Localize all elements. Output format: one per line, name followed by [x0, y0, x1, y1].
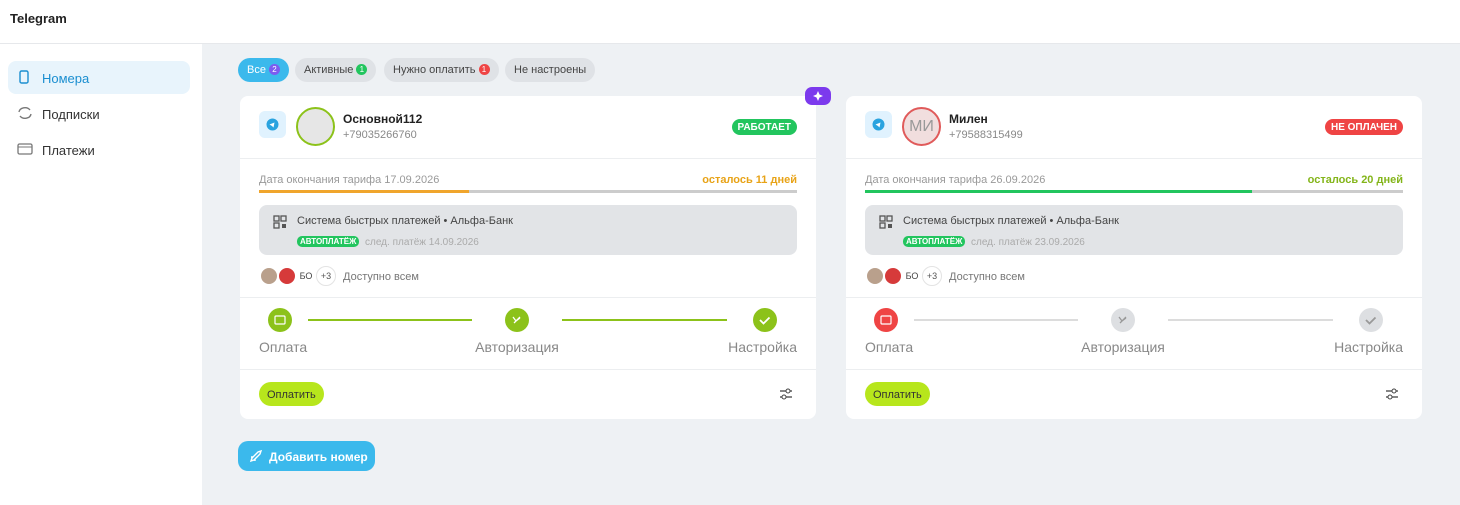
nav-item[interactable]: Подписки — [8, 97, 190, 130]
tariff-date: Дата окончания тарифа 17.09.2026 — [259, 174, 440, 186]
app-title: Telegram — [10, 11, 67, 26]
number-card: Основной112 +79035266760 РАБОТАЕТ Дата о… — [240, 96, 816, 419]
filter-count: 2 — [268, 64, 280, 75]
progress-bar — [259, 190, 797, 193]
filter-label: Нужно оплатить — [393, 64, 476, 76]
payment-box: Система быстрых платежей • Альфа-Банк АВ… — [865, 205, 1403, 255]
divider — [846, 158, 1422, 159]
progress-fill — [865, 190, 1253, 193]
steps — [268, 308, 777, 332]
divider — [846, 297, 1422, 298]
divider — [240, 297, 816, 298]
member-avatar — [277, 266, 297, 286]
add-label: Добавить номер — [269, 450, 368, 464]
icon — [249, 449, 263, 463]
icon — [19, 70, 29, 84]
status-badge: РАБОТАЕТ — [731, 119, 797, 135]
member-avatar — [883, 266, 903, 286]
status-badge: НЕ ОПЛАЧЕН — [1324, 119, 1403, 135]
payment-box: Система быстрых платежей • Альфа-Банк АВ… — [259, 205, 797, 255]
filter-label: Активные — [304, 64, 354, 76]
telegram-icon — [865, 111, 892, 138]
pay-button[interactable]: Оплатить — [259, 382, 324, 406]
remaining-days: осталось 20 дней — [1307, 174, 1403, 186]
avatar-initials: МИ — [909, 118, 934, 135]
access: Доступно всем — [343, 271, 419, 283]
autopay-badge: АВТОПЛАТЁЖ — [903, 236, 966, 247]
number-card: МИ Милен +79588315499 НЕ ОПЛАЧЕН Дата ок… — [846, 96, 1422, 419]
payment-method: Система быстрых платежей • Альфа-Банк — [297, 215, 513, 227]
members-more: +3 — [316, 266, 336, 286]
divider — [240, 158, 816, 159]
member-initials: БО — [296, 266, 316, 286]
step-label: Оплата — [865, 339, 914, 355]
member-avatar — [259, 266, 279, 286]
progress-bar — [865, 190, 1403, 193]
filter-chip[interactable]: Все 2 — [238, 58, 289, 82]
add-button[interactable]: Добавить номер — [238, 441, 375, 471]
steps — [874, 308, 1383, 332]
filter-count: 1 — [356, 64, 368, 75]
member-initials: БО — [902, 266, 922, 286]
filter-chip[interactable]: Активные 1 — [295, 58, 377, 82]
card-phone: +79588315499 — [949, 129, 1023, 141]
card-phone: +79035266760 — [343, 129, 417, 141]
progress-fill — [259, 190, 469, 193]
members-more: +3 — [922, 266, 942, 286]
divider — [240, 369, 816, 370]
next-payment: след. платёж 14.09.2026 — [365, 237, 479, 248]
step-label: Настройка — [1334, 339, 1403, 355]
filter-label: Не настроены — [514, 64, 587, 76]
nav-label: Номера — [42, 71, 90, 86]
member-avatar — [865, 266, 885, 286]
card-name: Милен — [949, 112, 988, 126]
step-label: Авторизация — [475, 339, 559, 355]
filter-label: Все — [247, 64, 266, 76]
payment-method: Система быстрых платежей • Альфа-Банк — [903, 215, 1119, 227]
step-label: Авторизация — [1081, 339, 1165, 355]
icon — [18, 107, 32, 119]
pay-button[interactable]: Оплатить — [865, 382, 930, 406]
qr-icon — [273, 215, 287, 229]
avatar — [296, 107, 335, 146]
filter-chip[interactable]: Нужно оплатить 1 — [384, 58, 499, 82]
filter-chip[interactable]: Не настроены — [505, 58, 596, 82]
filter-count: 1 — [478, 64, 490, 75]
qr-icon — [879, 215, 893, 229]
access: Доступно всем — [949, 271, 1025, 283]
step-label: Оплата — [259, 339, 308, 355]
nav-item[interactable]: Номера — [8, 61, 190, 94]
avatar: МИ — [902, 107, 941, 146]
card-name: Основной112 — [343, 112, 423, 126]
icon — [17, 143, 33, 155]
remaining-days: осталось 11 дней — [702, 174, 797, 186]
step-label: Настройка — [728, 339, 797, 355]
nav-label: Платежи — [42, 143, 95, 158]
divider — [846, 369, 1422, 370]
top-bar: Telegram — [0, 0, 1460, 44]
settings-icon[interactable] — [1385, 388, 1399, 400]
settings-icon[interactable] — [779, 388, 793, 400]
next-payment: след. платёж 23.09.2026 — [971, 237, 1085, 248]
sidebar: Номера Подписки Платежи — [0, 44, 202, 505]
ai-badge[interactable] — [805, 87, 831, 105]
tariff-date: Дата окончания тарифа 26.09.2026 — [865, 174, 1046, 186]
autopay-badge: АВТОПЛАТЁЖ — [297, 236, 360, 247]
nav-label: Подписки — [42, 107, 100, 122]
nav-item[interactable]: Платежи — [8, 133, 190, 166]
telegram-icon — [259, 111, 286, 138]
